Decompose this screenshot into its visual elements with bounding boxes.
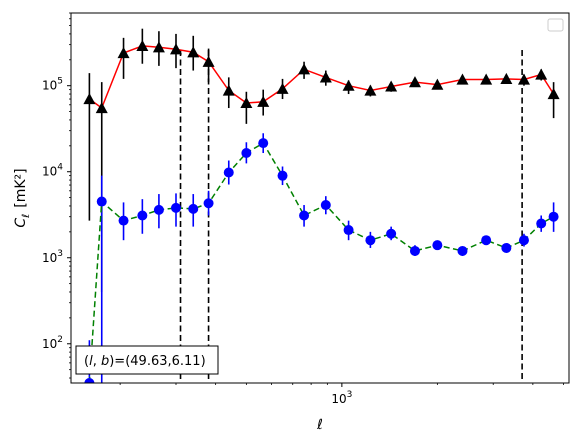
svg-text:Cℓ[mK²]: Cℓ [mK²] (13, 168, 32, 227)
annotation-b: b (101, 354, 109, 369)
y-axis-label: Cℓ [mK²] (13, 168, 32, 227)
series-1 (83, 28, 560, 292)
circle-marker-21 (481, 235, 492, 246)
circle-marker-19 (432, 240, 443, 251)
triangle-marker-17 (385, 80, 398, 92)
circle-marker-16 (365, 235, 376, 246)
triangle-marker-3 (117, 46, 130, 59)
triangle-marker-21 (480, 73, 493, 85)
triangle-marker-24 (535, 68, 548, 80)
circle-marker-23 (518, 235, 529, 246)
circle-marker-5 (153, 204, 164, 215)
triangle-marker-15 (342, 79, 355, 91)
y-axis-label-sub: ℓ (21, 214, 32, 218)
triangle-marker-14 (319, 71, 332, 83)
circle-marker-15 (343, 225, 354, 236)
series-2 (84, 133, 559, 383)
triangle-marker-25 (547, 88, 560, 100)
circle-marker-10 (241, 148, 252, 159)
triangle-marker-7 (187, 46, 200, 58)
triangle-marker-19 (431, 78, 444, 90)
circle-marker-13 (299, 210, 310, 221)
annotation-prefix: ( (84, 354, 89, 369)
circle-marker-25 (548, 211, 559, 222)
svg-text:(l, b)=(49.63,6.11): (l, b)=(49.63,6.11) (84, 354, 206, 369)
plot-area (71, 13, 569, 383)
annotation-l: l (89, 354, 93, 369)
circle-marker-24 (536, 218, 547, 229)
circle-marker-6 (170, 202, 181, 213)
circle-marker-2 (96, 196, 107, 207)
circle-marker-18 (409, 245, 420, 256)
circle-marker-8 (203, 198, 214, 209)
triangle-marker-5 (152, 41, 165, 53)
triangle-marker-18 (408, 76, 421, 88)
triangle-marker-11 (257, 95, 270, 107)
annotation-value: )=(49.63,6.11) (109, 354, 205, 369)
annotation: (l, b)=(49.63,6.11) (75, 345, 219, 375)
x-tick-label: 103 (331, 390, 352, 406)
circle-marker-22 (501, 242, 512, 253)
triangle-marker-9 (222, 84, 235, 96)
legend-box (547, 18, 564, 32)
circle-marker-20 (457, 245, 468, 256)
triangle-marker-16 (364, 84, 377, 96)
triangle-marker-23 (517, 73, 530, 85)
triangle-marker-20 (456, 73, 469, 85)
triangle-marker-6 (169, 43, 182, 55)
circle-marker-9 (223, 167, 234, 178)
circle-marker-14 (320, 200, 331, 211)
circle-marker-11 (258, 138, 269, 149)
circle-marker-17 (386, 228, 397, 239)
triangle-marker-13 (298, 63, 311, 75)
triangle-marker-2 (95, 102, 108, 114)
triangle-marker-22 (500, 72, 513, 84)
circle-marker-4 (137, 210, 148, 221)
triangle-marker-10 (240, 96, 253, 109)
plot-frame (70, 12, 570, 384)
y-tick-label: 102 (42, 335, 63, 351)
x-axis-label: ℓ (316, 417, 323, 433)
triangle-marker-12 (276, 82, 289, 94)
circle-marker-7 (188, 203, 199, 214)
triangle-marker-4 (136, 39, 149, 52)
circle-marker-3 (118, 215, 129, 226)
annotation-box (75, 345, 219, 375)
circle-marker-12 (277, 170, 288, 181)
annotation-mid: , (93, 354, 101, 369)
y-tick-label: 105 (42, 77, 63, 93)
y-axis-label-symbol: C (13, 218, 29, 228)
circle-marker-1 (84, 378, 95, 383)
triangle-marker-1 (83, 93, 96, 105)
y-tick-label: 104 (42, 163, 63, 179)
y-axis-label-unit: [mK²] (13, 168, 29, 207)
triangle-marker-8 (202, 55, 215, 67)
y-tick-label: 103 (42, 249, 63, 265)
